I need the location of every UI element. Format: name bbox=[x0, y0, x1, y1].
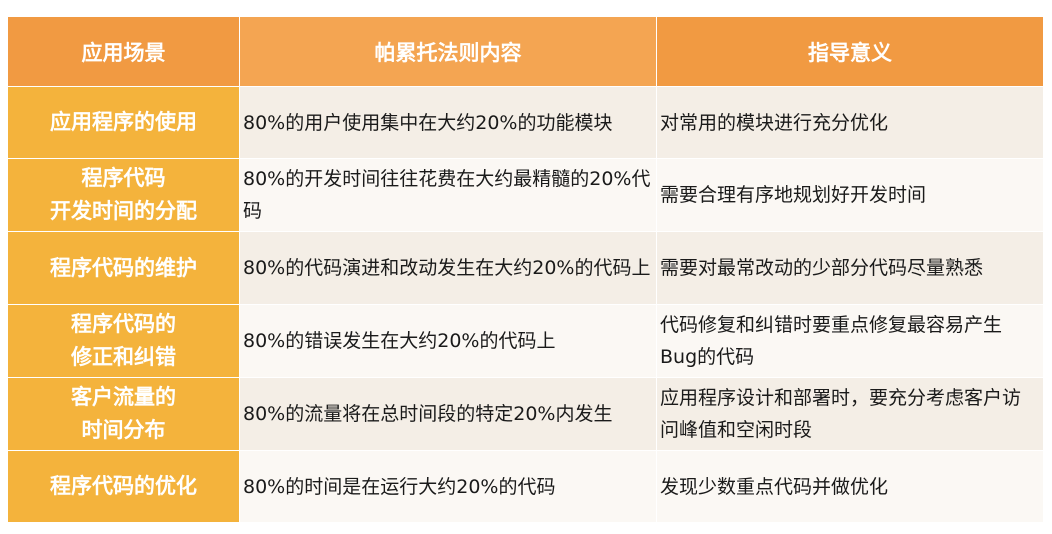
guide-cell: 对常用的模块进行充分优化 bbox=[656, 86, 1044, 159]
table-row: 应用程序的使用 80%的用户使用集中在大约20%的功能模块 对常用的模块进行充分… bbox=[7, 86, 1044, 159]
pareto-table: 应用场景 帕累托法则内容 指导意义 应用程序的使用 80%的用户使用集中在大约2… bbox=[7, 16, 1044, 523]
table-header-row: 应用场景 帕累托法则内容 指导意义 bbox=[7, 16, 1044, 87]
scene-cell: 应用程序的使用 bbox=[7, 86, 240, 159]
rule-cell: 80%的时间是在运行大约20%的代码 bbox=[239, 450, 657, 523]
scene-cell: 程序代码 开发时间的分配 bbox=[7, 158, 240, 232]
guide-cell: 需要对最常改动的少部分代码尽量熟悉 bbox=[656, 231, 1044, 305]
scene-line: 开发时间的分配 bbox=[50, 199, 197, 223]
rule-cell: 80%的错误发生在大约20%的代码上 bbox=[239, 304, 657, 378]
guide-cell: 需要合理有序地规划好开发时间 bbox=[656, 158, 1044, 232]
scene-line: 客户流量的 bbox=[71, 385, 176, 409]
guide-cell: 代码修复和纠错时要重点修复最容易产生Bug的代码 bbox=[656, 304, 1044, 378]
scene-line: 应用程序的使用 bbox=[50, 110, 197, 134]
scene-line: 时间分布 bbox=[81, 418, 166, 442]
rule-cell: 80%的流量将在总时间段的特定20%内发生 bbox=[239, 377, 657, 451]
header-scene: 应用场景 bbox=[7, 16, 240, 87]
scene-line: 程序代码的维护 bbox=[50, 255, 197, 280]
scene-cell: 程序代码的优化 bbox=[7, 450, 240, 523]
scene-cell: 程序代码的维护 bbox=[7, 231, 240, 305]
scene-line: 程序代码的 bbox=[71, 312, 176, 336]
header-guide: 指导意义 bbox=[656, 16, 1044, 87]
pareto-table-container: 应用场景 帕累托法则内容 指导意义 应用程序的使用 80%的用户使用集中在大约2… bbox=[7, 16, 1044, 524]
table-row: 程序代码的优化 80%的时间是在运行大约20%的代码 发现少数重点代码并做优化 bbox=[7, 450, 1044, 523]
scene-cell: 程序代码的 修正和纠错 bbox=[7, 304, 240, 378]
scene-line: 程序代码 bbox=[81, 166, 166, 190]
table-row: 程序代码的维护 80%的代码演进和改动发生在大约20%的代码上 需要对最常改动的… bbox=[7, 231, 1044, 305]
table-row: 程序代码的 修正和纠错 80%的错误发生在大约20%的代码上 代码修复和纠错时要… bbox=[7, 304, 1044, 378]
table-row: 客户流量的 时间分布 80%的流量将在总时间段的特定20%内发生 应用程序设计和… bbox=[7, 377, 1044, 451]
guide-cell: 应用程序设计和部署时，要充分考虑客户访问峰值和空闲时段 bbox=[656, 377, 1044, 451]
rule-cell: 80%的代码演进和改动发生在大约20%的代码上 bbox=[239, 231, 657, 305]
table-row: 程序代码 开发时间的分配 80%的开发时间往往花费在大约最精髓的20%代码 需要… bbox=[7, 158, 1044, 232]
rule-cell: 80%的开发时间往往花费在大约最精髓的20%代码 bbox=[239, 158, 657, 232]
scene-line: 修正和纠错 bbox=[71, 345, 176, 369]
scene-cell: 客户流量的 时间分布 bbox=[7, 377, 240, 451]
header-rule: 帕累托法则内容 bbox=[239, 16, 657, 87]
guide-cell: 发现少数重点代码并做优化 bbox=[656, 450, 1044, 523]
scene-line: 程序代码的优化 bbox=[50, 474, 197, 498]
rule-cell: 80%的用户使用集中在大约20%的功能模块 bbox=[239, 86, 657, 159]
